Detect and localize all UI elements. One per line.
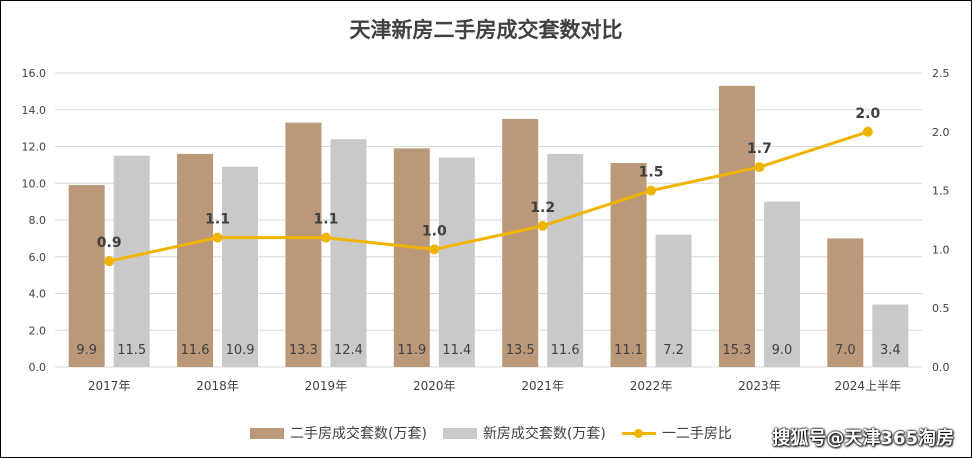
data-label-second-hand: 13.5 — [506, 343, 535, 358]
x-axis-tick-label: 2018年 — [196, 379, 239, 393]
ratio-data-label: 1.2 — [530, 200, 555, 216]
bar-second-hand — [827, 238, 864, 367]
bar-second-hand — [285, 122, 322, 367]
ratio-point — [212, 232, 223, 243]
left-axis-tick-label: 2.0 — [29, 324, 47, 337]
ratio-point — [754, 162, 765, 173]
ratio-data-label: 1.0 — [422, 223, 447, 239]
ratio-data-label: 0.9 — [97, 235, 122, 251]
left-axis-tick-label: 6.0 — [29, 251, 47, 264]
bar-second-hand — [718, 85, 755, 368]
chart-legend: 二手房成交套数(万套) 新房成交套数(万套) 一二手房比 — [250, 423, 748, 443]
bar-new-house — [655, 234, 692, 367]
data-label-new-house: 12.4 — [334, 343, 363, 358]
ratio-point — [429, 244, 440, 255]
x-axis-tick-label: 2023年 — [738, 379, 781, 393]
data-label-new-house: 11.6 — [551, 343, 580, 358]
chart-title: 天津新房二手房成交套数对比 — [349, 18, 623, 42]
right-axis-tick-label: 1.5 — [932, 185, 950, 198]
data-label-new-house: 11.5 — [117, 343, 146, 358]
left-axis-tick-label: 14.0 — [22, 104, 47, 117]
bar-new-house — [547, 153, 584, 367]
data-label-second-hand: 7.0 — [835, 343, 856, 358]
bar-new-house — [763, 201, 800, 367]
ratio-data-label: 1.7 — [747, 141, 772, 157]
left-axis-tick-label: 8.0 — [29, 214, 47, 227]
ratio-point — [537, 220, 548, 231]
x-axis-tick-label: 2022年 — [630, 379, 673, 393]
right-axis-tick-label: 2.5 — [932, 67, 950, 80]
right-axis-tick-label: 1.0 — [932, 243, 950, 256]
left-axis-tick-label: 16.0 — [22, 67, 47, 80]
x-axis-tick-label: 2021年 — [521, 379, 564, 393]
left-axis-tick-label: 4.0 — [29, 288, 47, 301]
data-label-second-hand: 11.6 — [181, 343, 210, 358]
legend-swatch-second-hand — [250, 427, 284, 439]
ratio-data-label: 1.1 — [205, 212, 230, 228]
x-axis-tick-label: 2019年 — [305, 379, 348, 393]
left-axis-tick-label: 0.0 — [29, 361, 47, 374]
bar-new-house — [222, 166, 259, 367]
data-label-new-house: 11.4 — [442, 343, 471, 358]
data-label-second-hand: 9.9 — [76, 343, 97, 358]
legend-swatch-new-house — [442, 427, 477, 439]
bar-second-hand — [68, 185, 105, 367]
legend-item-new-house: 新房成交套数(万套) — [442, 423, 606, 443]
bar-new-house — [438, 157, 475, 367]
legend-label-ratio: 一二手房比 — [661, 426, 732, 442]
legend-item-ratio: 一二手房比 — [621, 423, 732, 443]
ratio-data-label: 1.1 — [314, 212, 339, 228]
left-axis-tick-label: 12.0 — [22, 141, 47, 154]
bar-second-hand — [393, 148, 430, 367]
x-axis-tick-label: 2017年 — [88, 379, 131, 393]
ratio-data-label: 2.0 — [855, 106, 880, 122]
legend-label-second-hand: 二手房成交套数(万套) — [290, 426, 427, 442]
legend-label-new-house: 新房成交套数(万套) — [482, 426, 606, 442]
right-axis-tick-label: 0.0 — [932, 361, 950, 374]
ratio-point — [862, 126, 873, 137]
ratio-data-label: 1.5 — [639, 165, 664, 181]
bar-new-house — [872, 304, 909, 367]
x-axis-tick-label: 2020年 — [413, 379, 456, 393]
data-label-second-hand: 11.1 — [614, 343, 643, 358]
ratio-line — [108, 130, 869, 263]
bar-second-hand — [502, 118, 539, 367]
data-label-new-house: 7.2 — [663, 343, 684, 358]
data-label-new-house: 10.9 — [226, 343, 255, 358]
x-axis-tick-label: 2024上半年 — [835, 379, 902, 393]
data-label-new-house: 3.4 — [880, 343, 901, 358]
bar-new-house — [330, 139, 367, 367]
data-label-new-house: 9.0 — [772, 343, 793, 358]
left-axis-tick-label: 10.0 — [22, 177, 47, 190]
legend-item-second-hand: 二手房成交套数(万套) — [250, 423, 427, 443]
data-label-second-hand: 15.3 — [722, 343, 751, 358]
bar-second-hand — [177, 153, 214, 367]
data-label-second-hand: 13.3 — [289, 343, 318, 358]
right-axis-tick-label: 2.0 — [932, 126, 950, 139]
watermark: 搜狐号@天津365淘房 — [772, 428, 954, 449]
ratio-point — [320, 232, 331, 243]
ratio-point — [104, 256, 115, 267]
legend-swatch-ratio — [621, 428, 656, 439]
ratio-point — [646, 185, 657, 196]
data-label-second-hand: 11.9 — [397, 343, 426, 358]
right-axis-tick-label: 0.5 — [932, 302, 950, 315]
bar-new-house — [113, 155, 150, 367]
